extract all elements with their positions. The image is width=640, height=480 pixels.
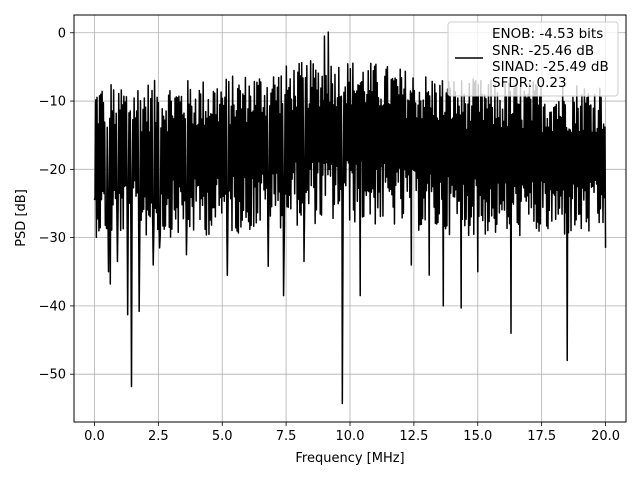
x-tick-label: 0.0 xyxy=(84,429,105,444)
x-axis-label: Frequency [MHz] xyxy=(295,451,404,466)
legend: ENOB: -4.53 bits SNR: -25.46 dB SINAD: -… xyxy=(447,21,619,97)
legend-box xyxy=(447,21,619,97)
y-tick-label: −50 xyxy=(39,368,66,383)
plot-area xyxy=(93,31,607,405)
series-line xyxy=(93,31,607,405)
x-tick-label: 5.0 xyxy=(212,429,233,444)
y-axis-ticks: 0 −10 −20 −30 −40 −50 xyxy=(39,26,74,383)
x-tick-label: 17.5 xyxy=(527,429,556,444)
y-axis-label: PSD [dB] xyxy=(14,189,29,247)
y-tick-label: −10 xyxy=(39,95,66,110)
x-tick-label: 15.0 xyxy=(463,429,492,444)
x-tick-label: 12.5 xyxy=(399,429,428,444)
x-axis-ticks: 0.0 2.5 5.0 7.5 10.0 12.5 15.0 17.5 20.0 xyxy=(84,422,620,444)
x-tick-label: 10.0 xyxy=(336,429,365,444)
y-tick-label: −30 xyxy=(39,231,66,246)
x-tick-label: 2.5 xyxy=(148,429,169,444)
y-tick-label: −40 xyxy=(39,299,66,314)
y-tick-label: −20 xyxy=(39,163,66,178)
x-tick-label: 20.0 xyxy=(591,429,620,444)
legend-line-snr: SNR: -25.46 dB xyxy=(492,43,594,59)
x-tick-label: 7.5 xyxy=(276,429,297,444)
legend-line-enob: ENOB: -4.53 bits xyxy=(492,26,603,42)
legend-line-sfdr: SFDR: 0.23 xyxy=(492,75,567,91)
y-tick-label: 0 xyxy=(58,26,66,41)
legend-line-sinad: SINAD: -25.49 dB xyxy=(492,59,609,75)
